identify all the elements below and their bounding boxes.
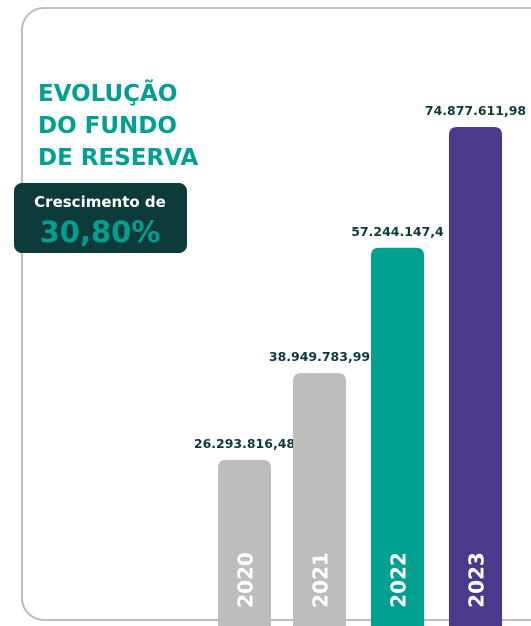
value-label: 57.244.147,4 [351,224,444,239]
category-label: 2021 [309,552,333,608]
value-label: 74.877.611,98 [425,103,526,118]
category-label: 2020 [234,552,258,608]
category-label: 2023 [465,552,489,608]
category-label: 2022 [387,552,411,608]
title-line: DO FUNDO [38,113,177,139]
bar [218,459,271,626]
bar [449,127,502,626]
value-label: 38.949.783,99 [269,349,370,364]
growth-label: Crescimento de [34,193,166,211]
title-line: DE RESERVA [38,145,198,171]
growth-value: 30,80% [40,215,161,249]
title-line: EVOLUÇÃO [38,79,177,107]
bar [371,247,424,626]
growth-badge [14,183,187,253]
bar [293,373,346,626]
value-label: 26.293.816,48 [194,436,295,451]
